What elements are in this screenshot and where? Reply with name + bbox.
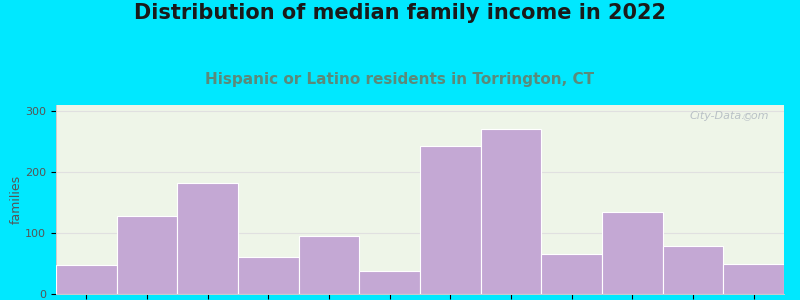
- Bar: [238, 257, 298, 294]
- Y-axis label: families: families: [10, 175, 22, 224]
- Bar: [481, 129, 542, 294]
- Text: City-Data.com: City-Data.com: [690, 111, 770, 121]
- Text: ○: ○: [742, 112, 751, 122]
- Bar: [359, 271, 420, 294]
- Bar: [420, 146, 481, 294]
- Bar: [662, 246, 723, 294]
- Bar: [723, 263, 784, 294]
- Text: Hispanic or Latino residents in Torrington, CT: Hispanic or Latino residents in Torringt…: [206, 72, 594, 87]
- Bar: [178, 183, 238, 294]
- Bar: [602, 212, 662, 294]
- Bar: [542, 254, 602, 294]
- Bar: [298, 236, 359, 294]
- Bar: [56, 265, 117, 294]
- Text: Distribution of median family income in 2022: Distribution of median family income in …: [134, 3, 666, 23]
- Bar: [117, 216, 178, 294]
